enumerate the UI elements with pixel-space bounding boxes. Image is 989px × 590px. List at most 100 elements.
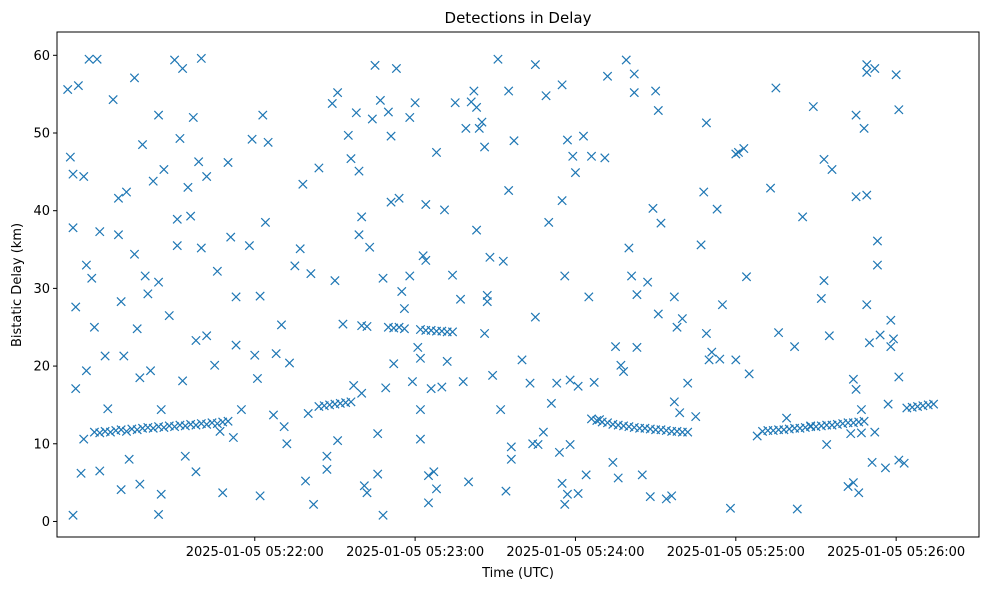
- data-point: [314, 163, 324, 173]
- data-point: [482, 296, 492, 307]
- data-point: [733, 147, 744, 158]
- data-point: [546, 398, 557, 408]
- data-point: [295, 244, 305, 254]
- data-point: [153, 110, 164, 120]
- data-point: [506, 454, 516, 464]
- data-point: [116, 484, 126, 495]
- data-point: [357, 388, 367, 398]
- data-point: [602, 71, 613, 81]
- data-point: [781, 413, 792, 423]
- data-point: [552, 378, 562, 388]
- data-point: [632, 342, 642, 353]
- data-point: [862, 300, 872, 310]
- data-point: [618, 366, 629, 377]
- data-point: [247, 134, 257, 144]
- data-point: [276, 320, 287, 330]
- data-point: [501, 486, 511, 496]
- data-point: [429, 467, 439, 477]
- data-point: [92, 54, 102, 64]
- data-point: [883, 399, 893, 409]
- data-point: [303, 408, 313, 419]
- data-point: [872, 236, 883, 246]
- data-point: [557, 195, 567, 206]
- data-point: [696, 240, 706, 250]
- data-point: [148, 423, 158, 433]
- data-point: [129, 73, 140, 83]
- data-point: [442, 356, 452, 367]
- data-point: [87, 273, 97, 283]
- data-point: [565, 439, 575, 450]
- data-point: [437, 382, 447, 392]
- data-point: [565, 375, 575, 385]
- data-point: [349, 380, 359, 391]
- y-tick-label: 10: [33, 437, 50, 452]
- data-point: [370, 60, 380, 71]
- data-point: [744, 369, 754, 379]
- data-point: [410, 98, 420, 108]
- data-point: [383, 107, 394, 117]
- x-tick-label: 2025-01-05 05:22:00: [186, 545, 324, 560]
- data-point: [191, 467, 201, 477]
- data-point: [824, 331, 834, 341]
- data-point: [469, 86, 479, 96]
- data-point: [439, 205, 450, 215]
- data-point: [332, 87, 343, 98]
- data-point: [862, 67, 872, 78]
- data-point: [691, 411, 701, 422]
- data-marks: [63, 53, 939, 520]
- data-point: [544, 217, 554, 227]
- data-point: [431, 147, 442, 158]
- data-point: [68, 223, 78, 233]
- data-point: [653, 105, 663, 116]
- data-point: [76, 468, 86, 478]
- data-point: [471, 225, 482, 235]
- data-point: [819, 275, 829, 286]
- data-point: [394, 193, 404, 203]
- data-point: [359, 481, 369, 491]
- data-point: [504, 86, 514, 96]
- data-point: [819, 154, 829, 165]
- data-point: [351, 108, 361, 118]
- y-axis-label: Bistatic Delay (km): [10, 223, 25, 347]
- data-point: [185, 211, 196, 221]
- data-point: [683, 378, 693, 388]
- data-point: [870, 63, 880, 74]
- data-point: [704, 355, 714, 365]
- data-point: [68, 169, 78, 179]
- data-point: [183, 182, 193, 193]
- data-point: [105, 427, 116, 437]
- data-point: [725, 503, 736, 513]
- data-point: [504, 185, 514, 196]
- data-point: [415, 353, 426, 363]
- data-point: [215, 426, 225, 436]
- data-point: [271, 349, 281, 359]
- data-point: [279, 422, 289, 432]
- data-point: [68, 510, 78, 520]
- data-point: [894, 372, 904, 382]
- data-point: [421, 199, 431, 210]
- data-point: [373, 469, 383, 479]
- data-point: [391, 63, 402, 74]
- data-point: [346, 397, 356, 407]
- data-point: [827, 164, 837, 175]
- data-point: [332, 436, 343, 446]
- data-point: [888, 334, 899, 344]
- data-point: [771, 83, 781, 93]
- data-point: [180, 451, 190, 461]
- data-point: [73, 80, 84, 91]
- data-point: [584, 292, 594, 302]
- data-point: [891, 70, 901, 80]
- data-point: [426, 383, 436, 394]
- y-tick-label: 50: [33, 127, 50, 142]
- data-point: [672, 322, 682, 332]
- plot-frame: [56, 31, 980, 538]
- data-point: [423, 498, 434, 508]
- data-point: [378, 510, 388, 520]
- data-point: [731, 149, 741, 159]
- data-point: [629, 87, 639, 98]
- data-point: [169, 55, 180, 65]
- data-point: [867, 457, 877, 468]
- x-tick-label: 2025-01-05 05:23:00: [346, 545, 484, 560]
- data-point: [322, 451, 332, 461]
- data-point: [263, 137, 273, 147]
